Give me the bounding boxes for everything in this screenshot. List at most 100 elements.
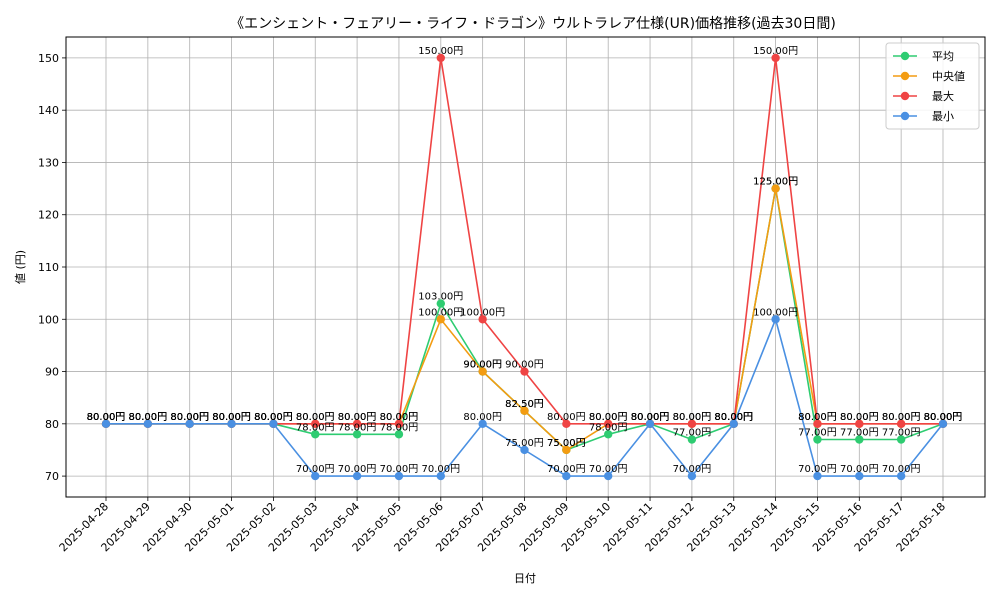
x-axis-label: 日付 <box>514 572 536 585</box>
data-point <box>436 471 445 481</box>
legend-swatch-marker <box>900 71 910 81</box>
data-label: 80.00円 <box>882 412 921 423</box>
data-label: 80.00円 <box>170 412 209 423</box>
data-label: 70.00円 <box>380 464 419 475</box>
data-label: 80.00円 <box>212 412 251 423</box>
data-point <box>645 419 655 429</box>
data-label: 70.00円 <box>547 464 586 475</box>
data-label: 80.00円 <box>840 412 879 423</box>
data-label: 80.00円 <box>631 412 670 423</box>
legend-swatch-marker <box>900 91 910 101</box>
data-point <box>352 430 362 439</box>
data-point <box>771 315 780 324</box>
data-label: 80.00円 <box>212 412 251 423</box>
data-point <box>143 419 153 429</box>
data-label: 80.00円 <box>87 412 126 423</box>
data-label: 80.00円 <box>882 412 921 423</box>
data-label: 80.00円 <box>170 412 209 423</box>
data-label: 78.00円 <box>589 422 628 433</box>
data-point <box>394 471 404 481</box>
data-point <box>729 419 738 429</box>
data-point <box>520 406 529 415</box>
y-tick-label: 130 <box>38 156 59 169</box>
y-tick-label: 110 <box>38 261 59 274</box>
data-label: 80.00円 <box>380 412 419 423</box>
legend-label: 平均 <box>932 50 954 63</box>
data-label: 80.00円 <box>129 412 168 423</box>
data-label: 90.00円 <box>463 360 502 371</box>
data-point <box>813 471 822 481</box>
y-tick-label: 100 <box>38 313 59 326</box>
data-label: 80.00円 <box>631 412 670 423</box>
data-label: 80.00円 <box>254 412 293 423</box>
data-label: 100.00円 <box>460 307 505 318</box>
data-point <box>896 435 906 444</box>
data-point <box>562 419 571 429</box>
data-label: 125.00円 <box>753 177 798 188</box>
data-label: 70.00円 <box>296 464 335 475</box>
data-point <box>478 367 487 376</box>
y-tick-label: 90 <box>45 366 59 379</box>
data-label: 80.00円 <box>463 412 502 423</box>
data-point <box>352 471 362 481</box>
data-label: 80.00円 <box>129 412 168 423</box>
data-label: 80.00円 <box>924 412 963 423</box>
data-label: 80.00円 <box>129 412 168 423</box>
legend-label: 最大 <box>932 89 954 103</box>
data-point <box>352 419 362 429</box>
data-point <box>478 419 487 429</box>
data-label: 77.00円 <box>882 428 921 439</box>
data-label: 70.00円 <box>882 464 921 475</box>
data-point <box>604 419 613 429</box>
data-point <box>813 419 822 429</box>
data-point <box>687 471 697 481</box>
data-label: 80.00円 <box>254 412 293 423</box>
data-label: 80.00円 <box>547 412 586 423</box>
data-point <box>436 299 445 308</box>
y-tick-label: 150 <box>38 52 59 65</box>
data-point <box>562 445 571 455</box>
data-point <box>855 471 864 481</box>
data-point <box>520 367 529 376</box>
chart-title: 《エンシェント・フェアリー・ライフ・ドラゴン》ウルトラレア仕様(UR)価格推移(… <box>230 15 836 32</box>
data-label: 80.00円 <box>714 412 753 423</box>
data-label: 80.00円 <box>296 412 335 423</box>
data-label: 77.00円 <box>798 428 837 439</box>
data-label: 80.00円 <box>924 412 963 423</box>
data-point <box>101 419 111 429</box>
data-point <box>855 435 864 444</box>
data-label: 80.00円 <box>212 412 251 423</box>
data-label: 77.00円 <box>840 428 879 439</box>
data-label: 80.00円 <box>714 412 753 423</box>
data-label: 80.00円 <box>212 412 251 423</box>
data-label: 78.00円 <box>338 422 377 433</box>
data-label: 80.00円 <box>631 412 670 423</box>
data-point <box>604 471 613 481</box>
data-point <box>394 430 404 439</box>
data-label: 80.00円 <box>338 412 377 423</box>
data-label: 100.00円 <box>418 307 463 318</box>
data-label: 80.00円 <box>87 412 126 423</box>
data-point <box>687 419 697 429</box>
data-point <box>855 419 864 429</box>
data-label: 80.00円 <box>714 412 753 423</box>
data-label: 78.00円 <box>380 422 419 433</box>
data-label: 80.00円 <box>714 412 753 423</box>
series-layer <box>101 53 948 481</box>
data-label: 78.00円 <box>296 422 335 433</box>
data-point <box>311 419 320 429</box>
data-point <box>478 315 487 324</box>
y-tick-label: 140 <box>38 104 59 117</box>
data-label: 70.00円 <box>338 464 377 475</box>
data-label: 80.00円 <box>170 412 209 423</box>
data-label: 80.00円 <box>673 412 712 423</box>
data-label: 82.50円 <box>505 399 544 410</box>
data-point <box>687 435 697 444</box>
data-label: 125.00円 <box>753 177 798 188</box>
data-point <box>269 419 278 429</box>
data-label: 80.00円 <box>924 412 963 423</box>
